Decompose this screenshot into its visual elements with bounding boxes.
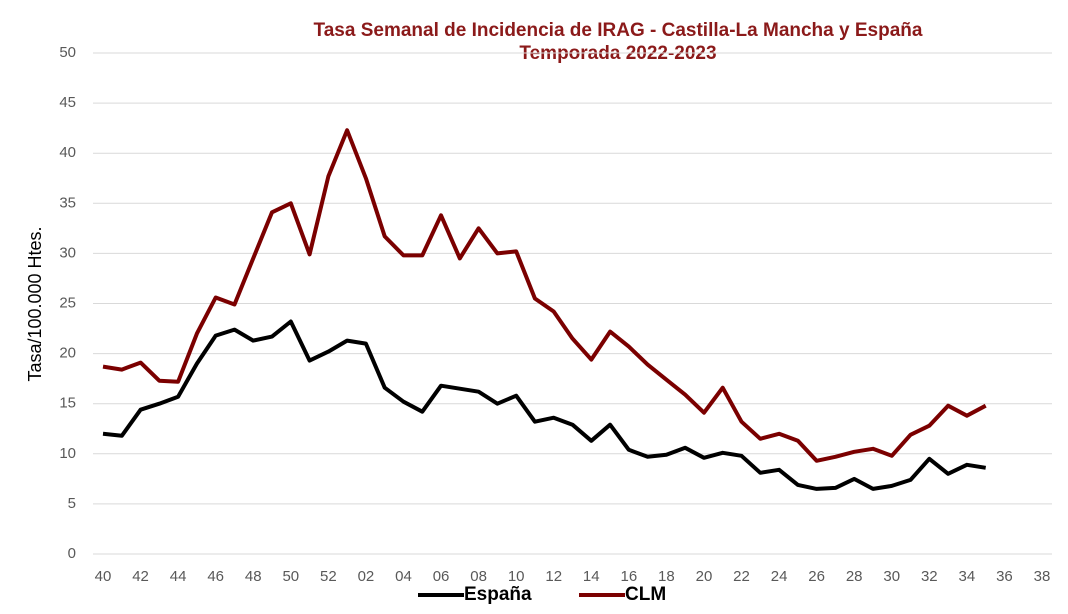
y-tick-label: 10 — [59, 445, 76, 462]
legend-label: España — [464, 584, 532, 605]
y-tick-label: 40 — [59, 144, 76, 161]
y-tick-label: 45 — [59, 94, 76, 111]
y-tick-label: 30 — [59, 244, 76, 261]
legend-label: CLM — [625, 584, 666, 605]
y-tick-label: 35 — [59, 194, 76, 211]
x-tick-label: 48 — [245, 568, 262, 585]
x-tick-label: 20 — [696, 568, 713, 585]
x-tick-label: 14 — [583, 568, 600, 585]
x-tick-label: 38 — [1034, 568, 1051, 585]
x-tick-label: 34 — [959, 568, 976, 585]
x-tick-label: 02 — [358, 568, 375, 585]
x-tick-label: 32 — [921, 568, 938, 585]
y-tick-label: 20 — [59, 345, 76, 362]
series-line — [102, 128, 987, 463]
x-tick-label: 10 — [508, 568, 525, 585]
x-tick-label: 12 — [545, 568, 562, 585]
x-tick-label: 40 — [95, 568, 112, 585]
x-tick-label: 42 — [132, 568, 149, 585]
x-tick-label: 18 — [658, 568, 675, 585]
x-tick-label: 04 — [395, 568, 412, 585]
x-tick-label: 22 — [733, 568, 750, 585]
x-tick-label: 08 — [470, 568, 487, 585]
x-tick-label: 28 — [846, 568, 863, 585]
x-tick-label: 44 — [170, 568, 187, 585]
x-tick-label: 50 — [282, 568, 299, 585]
y-axis-label: Tasa/100.000 Htes. — [25, 226, 45, 381]
series-line — [102, 319, 987, 491]
x-tick-label: 30 — [883, 568, 900, 585]
y-tick-label: 25 — [59, 294, 76, 311]
chart-title: Tasa Semanal de Incidencia de IRAG - Cas… — [314, 20, 923, 41]
x-tick-label: 26 — [808, 568, 825, 585]
x-tick-label: 06 — [433, 568, 450, 585]
x-tick-label: 52 — [320, 568, 337, 585]
y-tick-label: 15 — [59, 395, 76, 412]
x-tick-label: 16 — [620, 568, 637, 585]
y-tick-label: 50 — [59, 44, 76, 61]
y-tick-label: 0 — [68, 545, 76, 562]
y-tick-label: 5 — [68, 495, 76, 512]
x-tick-label: 36 — [996, 568, 1013, 585]
x-tick-label: 46 — [207, 568, 224, 585]
chart-subtitle: Temporada 2022-2023 — [519, 43, 716, 64]
x-tick-label: 24 — [771, 568, 788, 585]
